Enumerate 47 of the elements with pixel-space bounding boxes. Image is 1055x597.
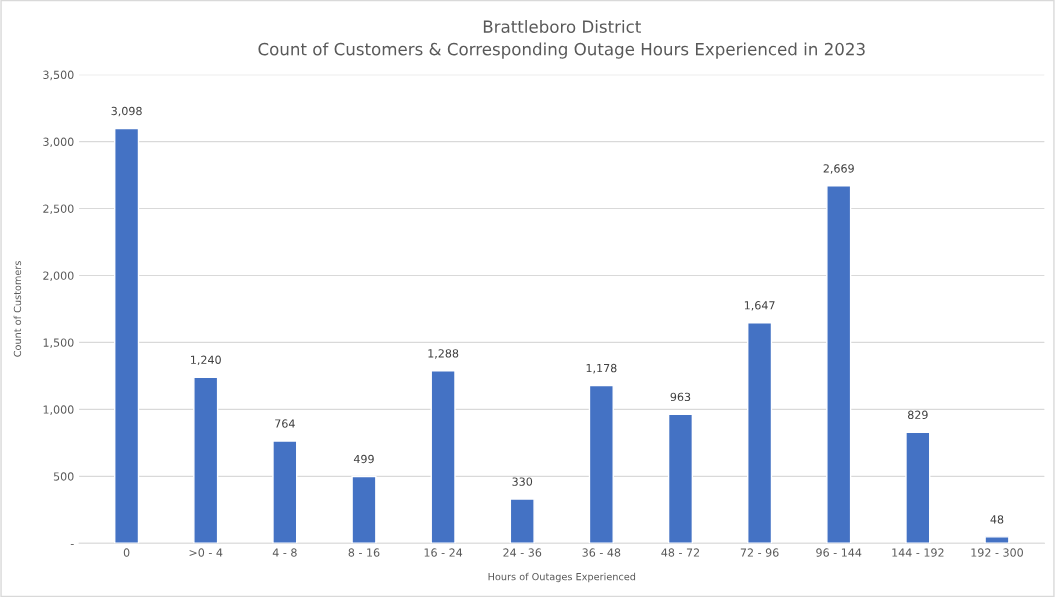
y-tick-label: 1,000 xyxy=(43,405,74,415)
data-label: 2,669 xyxy=(823,164,854,174)
x-tick-label: 96 - 144 xyxy=(816,548,862,557)
x-axis-title: Hours of Outages Experienced xyxy=(488,572,636,583)
data-label: 330 xyxy=(512,477,533,486)
data-label: 1,178 xyxy=(586,363,617,374)
x-tick-label: 48 - 72 xyxy=(661,548,700,557)
data-label: 1,288 xyxy=(428,349,459,359)
x-tick-label: 0 xyxy=(123,548,130,557)
x-tick-label: 24 - 36 xyxy=(503,548,542,557)
y-tick-label: 1,500 xyxy=(43,338,74,348)
bar xyxy=(667,413,694,544)
x-tick-label: 72 - 96 xyxy=(740,548,779,557)
bar xyxy=(588,384,614,544)
y-axis-title: Count of Customers xyxy=(13,261,22,357)
x-tick-label: 144 - 192 xyxy=(892,548,944,557)
data-label: 1,240 xyxy=(191,355,221,366)
data-label: 764 xyxy=(275,419,295,428)
data-label: 1,647 xyxy=(744,301,775,311)
bar xyxy=(984,536,1010,544)
y-tick-label: - xyxy=(70,544,74,545)
chart-title: Brattleboro District Count of Customers & Corresponding Outage Hours Experienced in 2023 xyxy=(258,20,865,59)
y-tick-label: 3,000 xyxy=(43,137,74,148)
x-tick-label: 4 - 8 xyxy=(272,548,297,557)
data-label: 48 xyxy=(990,515,1004,524)
data-label: 963 xyxy=(670,392,691,402)
x-tick-label: 192 - 300 xyxy=(971,548,1023,557)
x-tick-label: 8 - 16 xyxy=(348,548,380,557)
y-tick-label: 3,500 xyxy=(43,70,74,81)
data-label: 499 xyxy=(353,454,374,464)
x-tick-label: 36 - 48 xyxy=(582,548,621,557)
bar xyxy=(905,431,931,544)
bar xyxy=(351,475,377,544)
bar xyxy=(272,440,298,544)
y-tick-label: 2,000 xyxy=(43,271,74,281)
bar xyxy=(747,322,773,544)
x-tick-label: 16 - 24 xyxy=(424,548,463,557)
bar xyxy=(509,498,535,544)
data-label: 829 xyxy=(908,410,928,419)
y-tick-label: 2,500 xyxy=(43,204,74,215)
bar xyxy=(193,376,219,544)
bar xyxy=(430,370,456,544)
data-label: 3,098 xyxy=(111,106,142,117)
x-tick-label: >0 - 4 xyxy=(189,548,223,557)
bar xyxy=(114,127,140,544)
bar xyxy=(826,185,852,544)
y-tick-label: 500 xyxy=(53,472,74,481)
